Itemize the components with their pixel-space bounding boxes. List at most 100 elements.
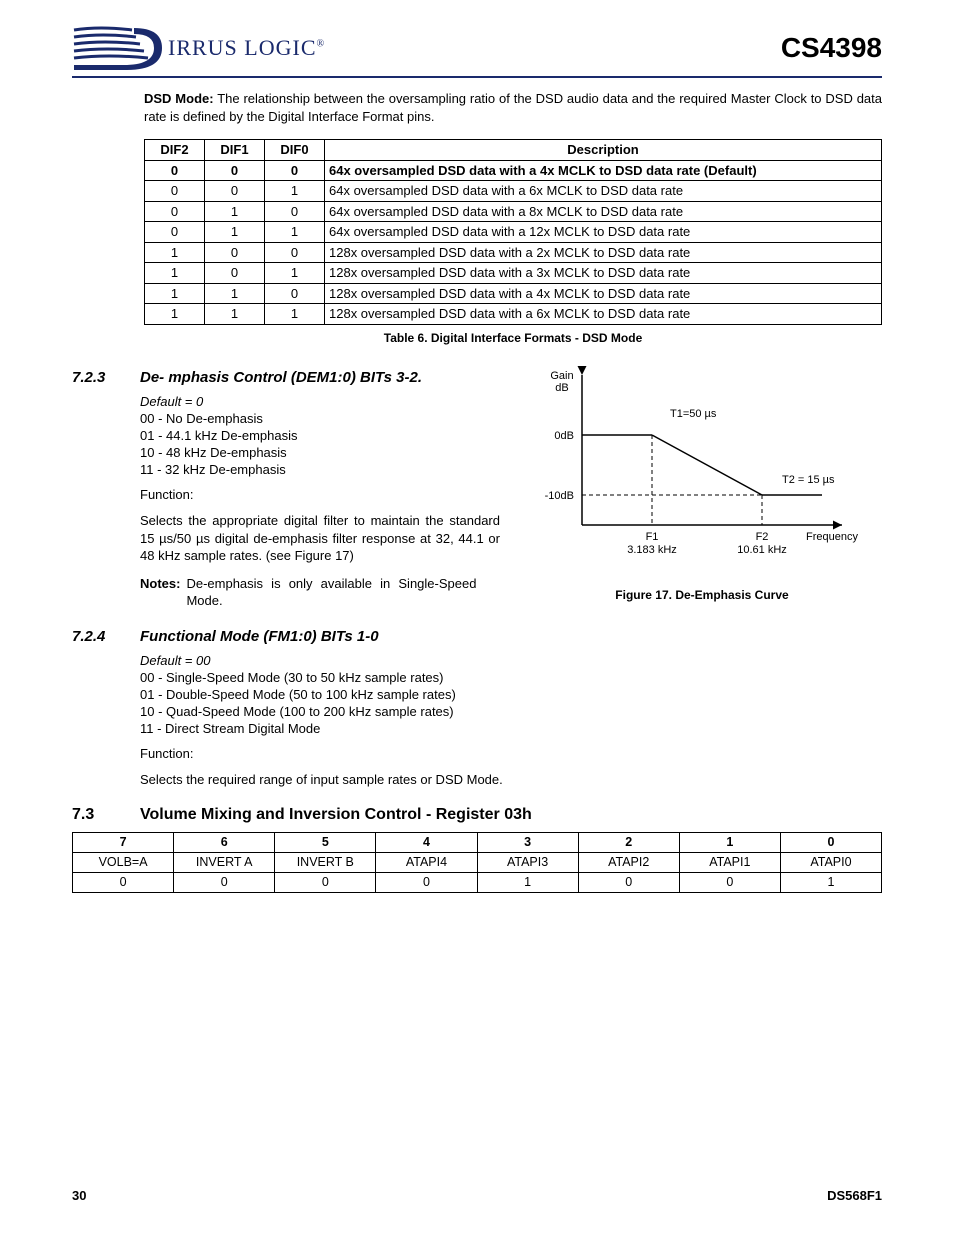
table-row: 01064x oversampled DSD data with a 8x MC…	[145, 201, 882, 222]
bit-name: ATAPI3	[477, 853, 578, 873]
svg-text:3.183 kHz: 3.183 kHz	[627, 544, 677, 556]
page-number: 30	[72, 1188, 86, 1203]
bit-name: INVERT B	[275, 853, 376, 873]
function-text: Selects the appropriate digital filter t…	[140, 512, 500, 565]
logo-text: IRRUS LOGIC®	[168, 35, 325, 61]
table-cell: 0	[145, 222, 205, 243]
opt-10: 10 - Quad-Speed Mode (100 to 200 kHz sam…	[140, 704, 882, 719]
notes-row: Notes: De-emphasis is only available in …	[140, 575, 502, 610]
table-header-row: DIF2 DIF1 DIF0 Description	[145, 140, 882, 161]
table-row: 100128x oversampled DSD data with a 2x M…	[145, 242, 882, 263]
bit-value: 0	[679, 873, 780, 893]
notes-label: Notes:	[140, 575, 180, 610]
table-cell: 1	[145, 283, 205, 304]
table-cell: 1	[265, 181, 325, 202]
table-cell-desc: 64x oversampled DSD data with a 6x MCLK …	[325, 181, 882, 202]
sec-title: Functional Mode (FM1:0) BITs 1-0	[140, 628, 379, 645]
svg-text:T2 = 15 µs: T2 = 15 µs	[782, 474, 835, 486]
svg-text:Frequency: Frequency	[806, 531, 858, 543]
table-cell-desc: 128x oversampled DSD data with a 2x MCLK…	[325, 242, 882, 263]
notes-text: De-emphasis is only available in Single-…	[186, 575, 476, 610]
logo-swoosh-icon	[72, 24, 162, 72]
table-cell: 0	[265, 283, 325, 304]
dsd-mode-text: The relationship between the oversamplin…	[144, 91, 882, 124]
bit-number: 6	[174, 833, 275, 853]
bit-number: 2	[578, 833, 679, 853]
function-label: Function:	[140, 746, 882, 761]
table-cell: 1	[205, 283, 265, 304]
logo-registered: ®	[317, 39, 326, 50]
table6-caption: Table 6. Digital Interface Formats - DSD…	[144, 331, 882, 345]
svg-text:0dB: 0dB	[554, 430, 574, 442]
opt-11: 11 - 32 kHz De-emphasis	[140, 462, 502, 477]
opt-01: 01 - 44.1 kHz De-emphasis	[140, 428, 502, 443]
bit-name: ATAPI1	[679, 853, 780, 873]
table-cell-desc: 128x oversampled DSD data with a 6x MCLK…	[325, 304, 882, 325]
two-column-layout: 7.2.3 De- mphasis Control (DEM1:0) BITs …	[72, 363, 882, 610]
table-cell: 0	[205, 181, 265, 202]
bit-name: VOLB=A	[73, 853, 174, 873]
table-cell: 0	[265, 201, 325, 222]
sec-7-2-4-body: Default = 00 00 - Single-Speed Mode (30 …	[72, 653, 882, 789]
table-cell: 1	[205, 201, 265, 222]
function-label: Function:	[140, 487, 502, 502]
table-cell: 0	[145, 201, 205, 222]
table-row: 111128x oversampled DSD data with a 6x M…	[145, 304, 882, 325]
table-cell-desc: 64x oversampled DSD data with a 8x MCLK …	[325, 201, 882, 222]
page-header: IRRUS LOGIC® CS4398	[72, 24, 882, 78]
function-text: Selects the required range of input samp…	[140, 771, 882, 789]
bit-number: 5	[275, 833, 376, 853]
opt-11: 11 - Direct Stream Digital Mode	[140, 721, 882, 736]
opt-10: 10 - 48 kHz De-emphasis	[140, 445, 502, 460]
svg-text:F1: F1	[646, 531, 659, 543]
default-value: Default = 0	[140, 394, 502, 409]
sec-title: De- mphasis Control (DEM1:0) BITs 3-2.	[140, 369, 422, 386]
sec-7-2-3-body: Default = 0 00 - No De-emphasis 01 - 44.…	[72, 394, 502, 610]
bit-number: 0	[780, 833, 881, 853]
figure-17-caption: Figure 17. De-Emphasis Curve	[522, 588, 882, 602]
table-cell: 0	[145, 181, 205, 202]
bit-value: 1	[780, 873, 881, 893]
table-row: 00164x oversampled DSD data with a 6x MC…	[145, 181, 882, 202]
svg-text:10.61 kHz: 10.61 kHz	[737, 544, 787, 556]
opt-00: 00 - No De-emphasis	[140, 411, 502, 426]
col-dif0: DIF0	[265, 140, 325, 161]
table-row: 00064x oversampled DSD data with a 4x MC…	[145, 160, 882, 181]
table-row: 101128x oversampled DSD data with a 3x M…	[145, 263, 882, 284]
bit-number: 4	[376, 833, 477, 853]
table-cell: 1	[145, 304, 205, 325]
sec-title: Volume Mixing and Inversion Control - Re…	[140, 806, 532, 824]
company-logo: IRRUS LOGIC®	[72, 24, 325, 72]
table-cell: 0	[205, 242, 265, 263]
svg-text:-10dB: -10dB	[545, 490, 574, 502]
bit-name: ATAPI0	[780, 853, 881, 873]
figure-17-deemphasis-curve: Gain dB 0dB -10dB T1=50 µs T2 = 15 µs F1…	[522, 365, 862, 575]
bit-value: 0	[174, 873, 275, 893]
table-row: 01164x oversampled DSD data with a 12x M…	[145, 222, 882, 243]
bit-name: INVERT A	[174, 853, 275, 873]
table-row: 110128x oversampled DSD data with a 4x M…	[145, 283, 882, 304]
svg-text:Gain: Gain	[550, 370, 573, 382]
bit-value: 0	[376, 873, 477, 893]
opt-01: 01 - Double-Speed Mode (50 to 100 kHz sa…	[140, 687, 882, 702]
right-column: Gain dB 0dB -10dB T1=50 µs T2 = 15 µs F1…	[522, 363, 882, 602]
bit-value: 0	[73, 873, 174, 893]
section-7-2-4-heading: 7.2.4 Functional Mode (FM1:0) BITs 1-0	[72, 628, 882, 645]
logo-brand-text: IRRUS LOGIC	[168, 35, 317, 60]
bit-value: 0	[578, 873, 679, 893]
section-7-3-heading: 7.3 Volume Mixing and Inversion Control …	[72, 806, 882, 824]
table-cell-desc: 128x oversampled DSD data with a 4x MCLK…	[325, 283, 882, 304]
register-03h-table: 76543210 VOLB=AINVERT AINVERT BATAPI4ATA…	[72, 832, 882, 893]
table-cell: 1	[265, 263, 325, 284]
register-bit-values: 00001001	[73, 873, 882, 893]
bit-name: ATAPI2	[578, 853, 679, 873]
bit-value: 1	[477, 873, 578, 893]
bit-number: 3	[477, 833, 578, 853]
dsd-mode-lead: DSD Mode:	[144, 91, 214, 106]
register-bit-names: VOLB=AINVERT AINVERT BATAPI4ATAPI3ATAPI2…	[73, 853, 882, 873]
table-cell: 1	[205, 304, 265, 325]
table-cell: 0	[265, 160, 325, 181]
sec-num: 7.2.3	[72, 369, 116, 386]
table-cell: 1	[145, 263, 205, 284]
table-dif-formats: DIF2 DIF1 DIF0 Description 00064x oversa…	[144, 139, 882, 325]
